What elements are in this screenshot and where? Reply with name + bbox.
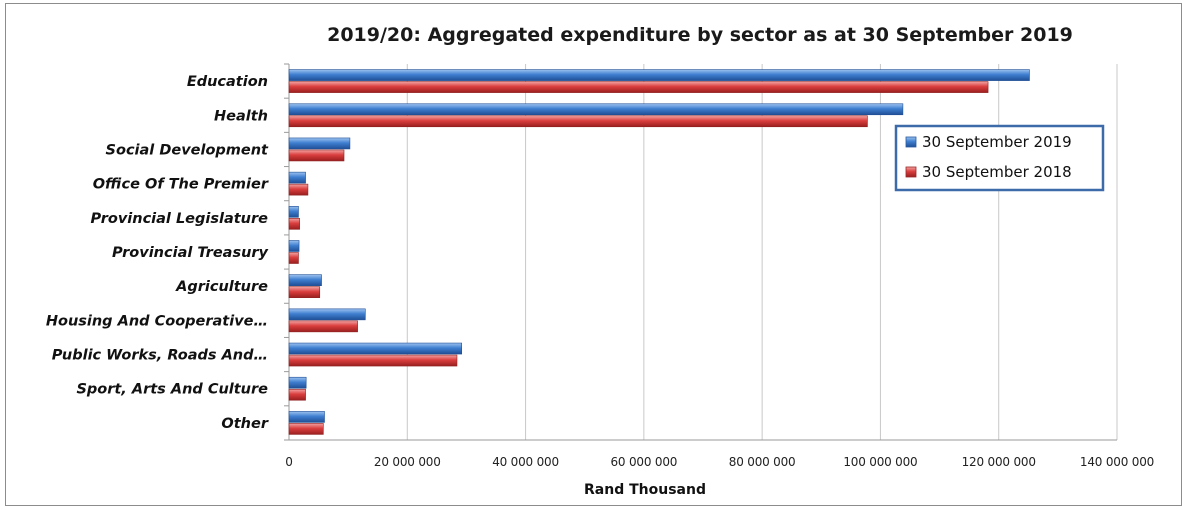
legend-label-2019: 30 September 2019 (922, 133, 1072, 151)
bar-2018 (288, 354, 458, 367)
bar-2019 (288, 274, 322, 286)
x-tick-label: 100 000 000 (843, 455, 917, 469)
x-tick-label: 140 000 000 (1080, 455, 1154, 469)
category-label: Social Development (106, 142, 270, 158)
bar-2019 (288, 103, 904, 116)
legend: 30 September 2019 30 September 2018 (894, 124, 1105, 192)
bar-2018 (288, 81, 989, 93)
category-label: Other (221, 416, 268, 432)
legend-swatch-2019 (905, 136, 917, 148)
category-label: Education (187, 74, 268, 90)
bar-2019 (288, 69, 1030, 81)
legend-label-2018: 30 September 2018 (922, 163, 1072, 181)
x-tick-labels: 0 20 000 000 40 000 000 60 000 000 80 000 00… (285, 455, 1154, 469)
bar-2019 (288, 376, 307, 389)
category-labels: Education Health Social Development Office … (46, 74, 269, 432)
category-label: Provincial Treasury (112, 245, 269, 261)
bars (288, 69, 1030, 435)
x-tick-label: 120 000 000 (962, 455, 1036, 469)
bar-2019 (288, 240, 300, 252)
category-label: Housing And Cooperative… (46, 313, 268, 329)
bar-2018 (288, 183, 309, 196)
category-label: Office Of The Premier (93, 177, 269, 193)
category-label: Provincial Legislature (91, 211, 269, 227)
bar-2018 (288, 286, 321, 298)
bar-2019 (288, 137, 351, 150)
bar-2018 (288, 115, 868, 128)
x-tick-label: 60 000 000 (610, 455, 677, 469)
x-tick-label: 40 000 000 (492, 455, 559, 469)
category-label: Public Works, Roads And… (52, 348, 268, 364)
category-label: Health (214, 108, 268, 124)
x-tick-label: 80 000 000 (729, 455, 796, 469)
bar-2019 (288, 342, 462, 355)
bar-2018 (288, 149, 345, 162)
bar-2019 (288, 171, 306, 184)
category-label: Sport, Arts And Culture (76, 382, 268, 398)
legend-swatch-2018 (905, 166, 917, 178)
bar-2018 (288, 252, 299, 264)
x-tick-label: 20 000 000 (374, 455, 441, 469)
x-axis-title: Rand Thousand (584, 482, 706, 498)
x-tick-label: 0 (285, 455, 292, 469)
bar-2019 (288, 308, 366, 321)
bar-2018 (288, 218, 300, 230)
bar-2018 (288, 423, 324, 435)
chart-title: 2019/20: Aggregated expenditure by secto… (327, 24, 1073, 46)
bar-2018 (288, 320, 358, 333)
legend-box (894, 124, 1105, 192)
bar-2018 (288, 388, 306, 401)
bar-2019 (288, 411, 325, 423)
category-label: Agriculture (175, 279, 268, 295)
bar-2019 (288, 206, 299, 218)
